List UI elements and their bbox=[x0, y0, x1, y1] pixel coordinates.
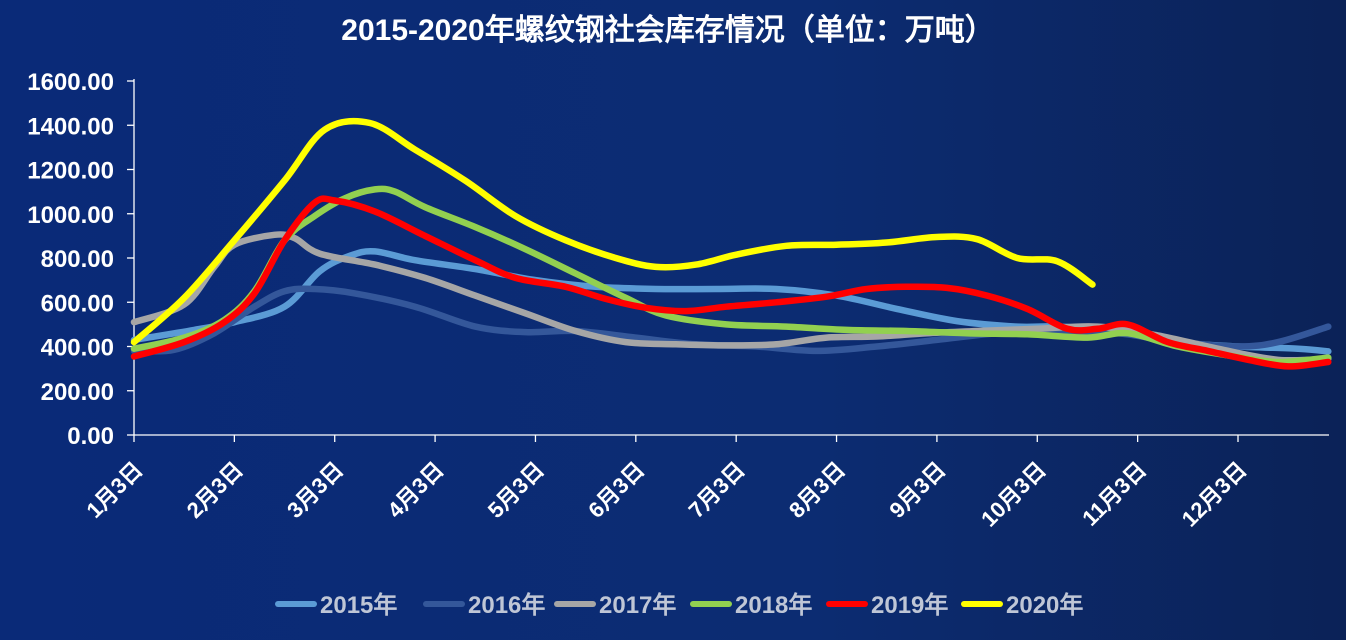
y-tick-label: 800.00 bbox=[41, 246, 114, 273]
series-line-2019 bbox=[130, 195, 1332, 370]
x-tick-label: 7月3日 bbox=[684, 457, 750, 523]
y-tick-label: 200.00 bbox=[41, 379, 114, 406]
x-tick-label: 2月3日 bbox=[182, 457, 248, 523]
legend-label-2017: 2017年 bbox=[599, 591, 676, 619]
series-line-2020 bbox=[130, 117, 1096, 346]
chart-title: 2015-2020年螺纹钢社会库存情况（单位：万吨） bbox=[341, 13, 994, 47]
x-tick-label: 3月3日 bbox=[282, 457, 348, 523]
x-tick-label: 8月3日 bbox=[784, 457, 850, 523]
y-tick-label: 1200.00 bbox=[27, 158, 114, 185]
legend-label-2019: 2019年 bbox=[871, 591, 948, 619]
y-tick-label: 1600.00 bbox=[27, 69, 114, 96]
legend-label-2018: 2018年 bbox=[735, 591, 812, 619]
y-tick-label: 1400.00 bbox=[27, 113, 114, 140]
x-tick-label: 4月3日 bbox=[383, 457, 449, 523]
legend-label-2015: 2015年 bbox=[320, 591, 397, 619]
x-tick-label: 9月3日 bbox=[884, 457, 950, 523]
x-tick-label: 1月3日 bbox=[81, 457, 147, 523]
series-line-2016 bbox=[130, 285, 1332, 355]
y-tick-label: 0.00 bbox=[67, 423, 114, 450]
plot-area: 0.00 200.00 400.00 600.00 800.00 1000.00 1200.… bbox=[27, 69, 1332, 619]
x-tick-label: 5月3日 bbox=[483, 457, 549, 523]
x-tick-label: 6月3日 bbox=[583, 457, 649, 523]
x-tick-label: 11月3日 bbox=[1077, 457, 1151, 531]
legend-label-2020: 2020年 bbox=[1006, 591, 1083, 619]
x-tick-label: 12月3日 bbox=[1177, 457, 1252, 532]
y-tick-label: 400.00 bbox=[41, 335, 114, 362]
x-tick-label: 10月3日 bbox=[976, 457, 1051, 532]
y-tick-label: 1000.00 bbox=[27, 202, 114, 229]
legend-label-2016: 2016年 bbox=[468, 591, 545, 619]
y-tick-label: 600.00 bbox=[41, 290, 114, 317]
